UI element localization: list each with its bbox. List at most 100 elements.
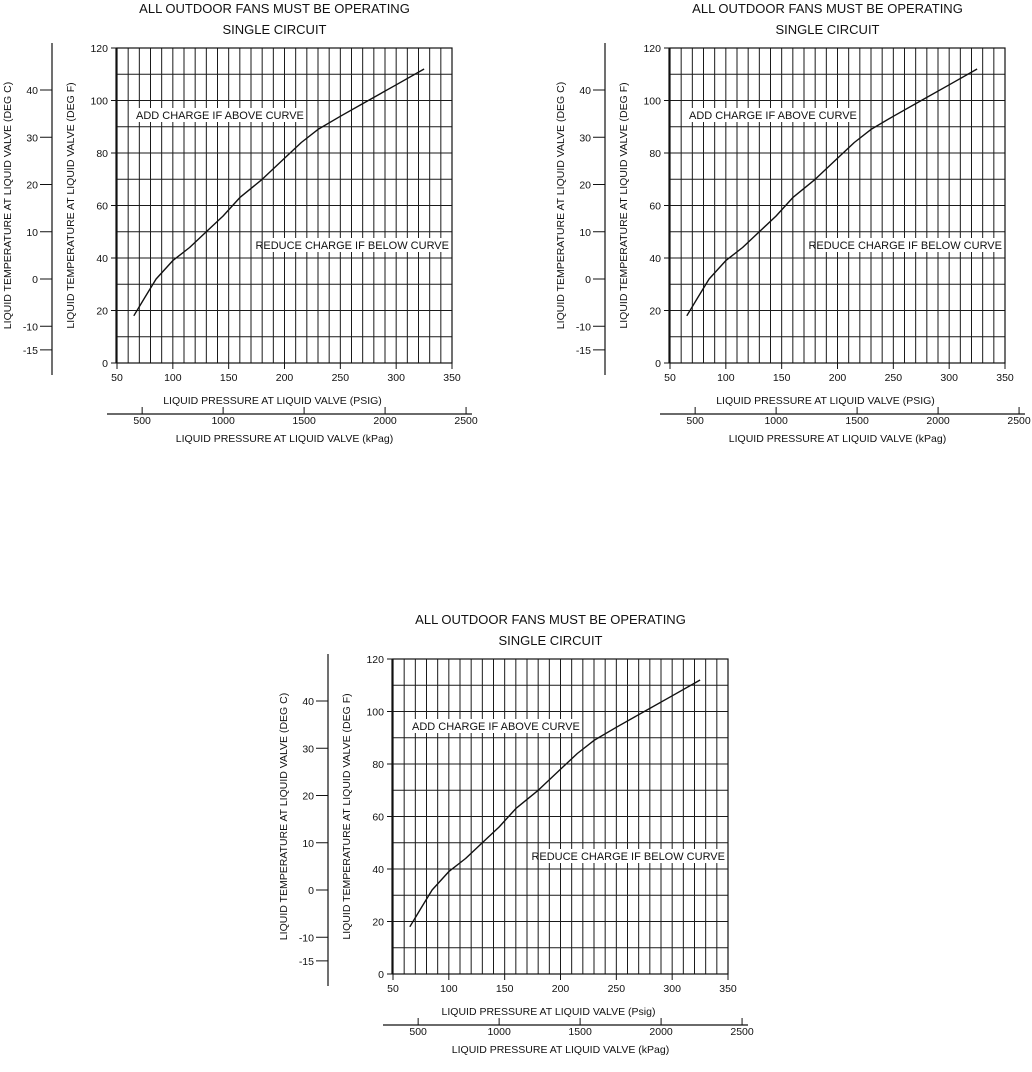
y2-tick-label: 0: [308, 885, 314, 897]
chart-title: ALL OUTDOOR FANS MUST BE OPERATING: [692, 1, 963, 16]
chart-subtitle: SINGLE CIRCUIT: [775, 22, 879, 37]
x2-tick-label: 500: [133, 415, 151, 427]
y-tick-label: 120: [366, 654, 384, 666]
y2-tick-label: -15: [576, 345, 591, 357]
y-axis-label: LIQUID TEMPERATURE AT LIQUID VALVE (DEG …: [341, 693, 353, 939]
x-axis-label: LIQUID PRESSURE AT LIQUID VALVE (PSIG): [163, 395, 382, 407]
y2-tick-label: 10: [579, 227, 591, 239]
y2-tick-label: 20: [26, 180, 38, 192]
x-tick-label: 50: [387, 983, 399, 995]
x-tick-label: 350: [719, 983, 737, 995]
x-tick-label: 150: [496, 983, 514, 995]
x-tick-label: 50: [664, 372, 676, 384]
y2-tick-label: 40: [26, 85, 38, 97]
x-tick-label: 150: [773, 372, 791, 384]
plot-grid: [116, 47, 453, 364]
y-tick-label: 100: [643, 96, 661, 108]
y2-tick-label: 0: [585, 274, 591, 286]
x-tick-label: 300: [663, 983, 681, 995]
y2-axis-label: LIQUID TEMPERATURE AT LIQUID VALVE (DEG …: [278, 693, 290, 940]
x-tick-label: 250: [885, 372, 903, 384]
y2-tick-label: -10: [23, 321, 38, 333]
y-tick-label: 0: [378, 969, 384, 981]
y2-tick-label: 0: [32, 274, 38, 286]
y-tick-label: 80: [649, 148, 661, 160]
annotation-bg: [264, 238, 451, 252]
y2-tick-label: 40: [579, 85, 591, 97]
x-axis-label: LIQUID PRESSURE AT LIQUID VALVE (PSIG): [716, 395, 935, 407]
y-tick-label: 40: [649, 253, 661, 265]
annotation-bg: [410, 719, 577, 733]
x2-tick-label: 1500: [845, 415, 869, 427]
x-axis-label: LIQUID PRESSURE AT LIQUID VALVE (Psig): [442, 1006, 656, 1018]
y2-tick-label: 30: [26, 132, 38, 144]
x-tick-label: 200: [829, 372, 847, 384]
y-tick-label: 0: [655, 358, 661, 370]
x2-tick-label: 2000: [649, 1026, 673, 1038]
x-tick-label: 100: [717, 372, 735, 384]
reduce-charge-annotation: REDUCE CHARGE IF BELOW CURVE: [808, 240, 1002, 252]
y2-tick-label: 20: [579, 180, 591, 192]
x2-tick-label: 2500: [1007, 415, 1031, 427]
y-tick-label: 20: [372, 917, 384, 929]
x2-axis-label: LIQUID PRESSURE AT LIQUID VALVE (kPag): [452, 1044, 669, 1056]
x2-axis-label: LIQUID PRESSURE AT LIQUID VALVE (kPag): [176, 433, 393, 445]
y2-tick-label: 10: [26, 227, 38, 239]
y2-tick-label: 40: [302, 696, 314, 708]
y-tick-label: 100: [90, 96, 108, 108]
annotation-bg: [817, 238, 1004, 252]
x-tick-label: 100: [440, 983, 458, 995]
chart-title: ALL OUTDOOR FANS MUST BE OPERATING: [415, 612, 686, 627]
y-tick-label: 60: [649, 201, 661, 213]
reduce-charge-annotation: REDUCE CHARGE IF BELOW CURVE: [531, 851, 725, 863]
y2-tick-label: 30: [579, 132, 591, 144]
x-tick-label: 300: [387, 372, 405, 384]
charging-curve: [133, 68, 425, 317]
annotation-bg: [540, 849, 727, 863]
x-tick-label: 350: [443, 372, 461, 384]
y-tick-label: 100: [366, 707, 384, 719]
x-tick-label: 300: [940, 372, 958, 384]
x-tick-label: 350: [996, 372, 1014, 384]
y-tick-label: 80: [96, 148, 108, 160]
x2-tick-label: 1500: [568, 1026, 592, 1038]
y-tick-label: 20: [96, 306, 108, 318]
chart-3: ALL OUTDOOR FANS MUST BE OPERATING SINGLE…: [278, 612, 754, 1056]
y-tick-label: 120: [643, 43, 661, 55]
x2-tick-label: 1500: [292, 415, 316, 427]
y2-tick-label: -15: [299, 956, 314, 968]
y2-axis-label: LIQUID TEMPERATURE AT LIQUID VALVE (DEG …: [2, 82, 14, 329]
x-tick-label: 200: [276, 372, 294, 384]
y2-tick-label: -10: [299, 932, 314, 944]
annotation-bg: [687, 108, 854, 122]
x-tick-label: 150: [220, 372, 238, 384]
y-tick-label: 80: [372, 759, 384, 771]
x-tick-label: 100: [164, 372, 182, 384]
plot-grid: [669, 47, 1006, 364]
add-charge-annotation: ADD CHARGE IF ABOVE CURVE: [412, 721, 580, 733]
y2-tick-label: -15: [23, 345, 38, 357]
y-axis-label: LIQUID TEMPERATURE AT LIQUID VALVE (DEG …: [618, 82, 630, 328]
x-tick-label: 250: [332, 372, 350, 384]
reduce-charge-annotation: REDUCE CHARGE IF BELOW CURVE: [255, 240, 449, 252]
x-tick-label: 200: [552, 983, 570, 995]
plot-grid: [392, 658, 729, 975]
x2-tick-label: 2500: [454, 415, 478, 427]
x2-axis-label: LIQUID PRESSURE AT LIQUID VALVE (kPag): [729, 433, 946, 445]
y-tick-label: 40: [96, 253, 108, 265]
x2-tick-label: 2500: [730, 1026, 754, 1038]
x-tick-label: 250: [608, 983, 626, 995]
chart-subtitle: SINGLE CIRCUIT: [222, 22, 326, 37]
y-tick-label: 120: [90, 43, 108, 55]
y-tick-label: 60: [372, 812, 384, 824]
chart-title: ALL OUTDOOR FANS MUST BE OPERATING: [139, 1, 410, 16]
x2-tick-label: 500: [686, 415, 704, 427]
y-tick-label: 20: [649, 306, 661, 318]
x-tick-label: 50: [111, 372, 123, 384]
x2-tick-label: 1000: [487, 1026, 511, 1038]
x2-tick-label: 2000: [373, 415, 397, 427]
charging-curve: [686, 68, 978, 317]
y-tick-label: 40: [372, 864, 384, 876]
y-tick-label: 0: [102, 358, 108, 370]
